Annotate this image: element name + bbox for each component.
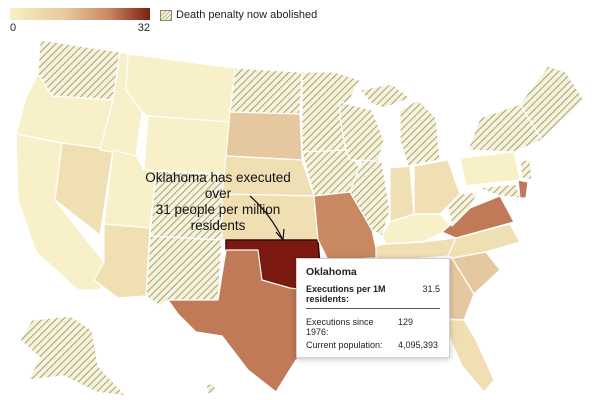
tooltip-population-value: 4,095,393	[398, 340, 439, 350]
state-delaware[interactable]	[517, 179, 529, 199]
state-michigan-upper[interactable]	[359, 83, 411, 109]
state-texas[interactable]	[167, 249, 331, 393]
abolished-legend: Death penalty now abolished	[160, 9, 317, 21]
tooltip-executions-label: Executions since 1976:	[306, 317, 374, 337]
color-legend: 0 32	[10, 8, 150, 34]
oklahoma-annotation: Oklahoma has executed over 31 people per…	[133, 170, 303, 234]
tooltip-executions-value: 129	[398, 317, 414, 327]
state-tooltip: Oklahoma Executions per 1M residents: 31…	[296, 258, 450, 358]
state-north-dakota[interactable]	[229, 67, 303, 115]
state-new-england[interactable]	[519, 65, 585, 141]
state-new-jersey[interactable]	[519, 159, 533, 181]
state-alaska[interactable]	[19, 315, 127, 397]
state-wyoming[interactable]	[143, 115, 231, 176]
legend-gradient-bar	[10, 8, 150, 20]
state-maryland[interactable]	[477, 183, 521, 199]
hatch-swatch-icon	[160, 9, 172, 21]
tooltip-rate-label: Executions per 1M residents:	[306, 284, 386, 304]
state-new-mexico[interactable]	[145, 235, 223, 307]
state-pennsylvania[interactable]	[459, 151, 521, 187]
state-arizona[interactable]	[93, 223, 151, 299]
annotation-arrowhead	[275, 228, 285, 242]
state-hawaii[interactable]	[205, 383, 217, 395]
tooltip-population-label: Current population:	[306, 340, 383, 350]
tooltip-rate-row: Executions per 1M residents: 31.5	[306, 284, 440, 309]
state-indiana[interactable]	[389, 165, 415, 223]
state-south-dakota[interactable]	[225, 111, 303, 161]
state-montana[interactable]	[125, 53, 236, 123]
legend-max-label: 32	[137, 22, 150, 34]
legend-min-label: 0	[10, 22, 17, 34]
state-michigan[interactable]	[399, 99, 441, 167]
state-wisconsin[interactable]	[339, 101, 385, 163]
tooltip-rate-value: 31.5	[422, 284, 440, 294]
state-nevada[interactable]	[54, 142, 114, 236]
abolished-legend-label: Death penalty now abolished	[176, 9, 318, 21]
annotation-line-2: 31 people per million residents	[155, 202, 281, 233]
annotation-arrow	[249, 195, 283, 239]
state-west-virginia[interactable]	[447, 191, 479, 227]
tooltip-details: Executions since 1976: 129 Current popul…	[306, 317, 440, 350]
state-washington[interactable]	[37, 39, 121, 101]
annotation-line-1: Oklahoma has executed over	[145, 170, 291, 201]
tooltip-state-name: Oklahoma	[306, 266, 357, 278]
